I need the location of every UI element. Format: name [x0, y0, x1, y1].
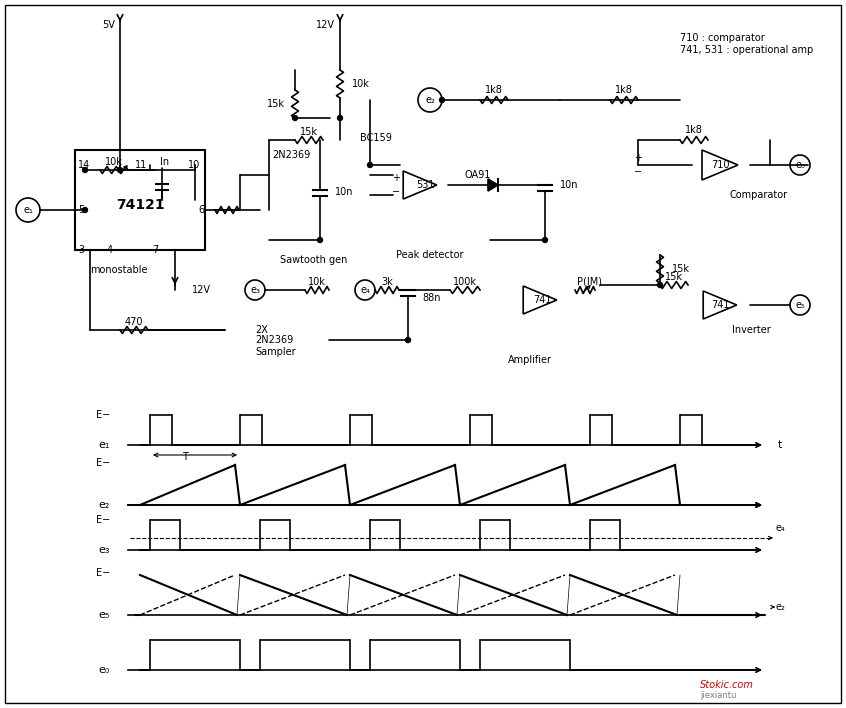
- Polygon shape: [488, 179, 498, 191]
- Text: 3: 3: [78, 245, 84, 255]
- Text: 12V: 12V: [192, 285, 211, 295]
- Circle shape: [83, 168, 87, 173]
- Text: E−: E−: [96, 410, 110, 420]
- Text: 74121: 74121: [116, 198, 164, 212]
- Text: 10k: 10k: [352, 79, 370, 89]
- Text: e₀: e₀: [99, 665, 110, 675]
- Text: 10: 10: [188, 160, 200, 170]
- Circle shape: [83, 207, 87, 212]
- Text: 5: 5: [78, 205, 85, 215]
- Text: e₅: e₅: [795, 300, 805, 310]
- Text: Inverter: Inverter: [732, 325, 771, 335]
- Text: Peak detector: Peak detector: [396, 250, 464, 260]
- Text: e₄: e₄: [360, 285, 370, 295]
- Text: e₀: e₀: [795, 160, 805, 170]
- Text: 12V: 12V: [316, 20, 335, 30]
- Circle shape: [440, 98, 444, 103]
- Text: 1k8: 1k8: [685, 125, 703, 135]
- Text: 741: 741: [711, 300, 729, 310]
- Text: +: +: [392, 173, 400, 183]
- Text: 2X: 2X: [255, 325, 268, 335]
- Text: e₁: e₁: [99, 440, 110, 450]
- Text: 710: 710: [711, 160, 729, 170]
- Circle shape: [367, 163, 372, 168]
- Circle shape: [338, 115, 343, 120]
- Text: e₂: e₂: [99, 500, 110, 510]
- Text: E−: E−: [96, 515, 110, 525]
- Text: e₃: e₃: [98, 545, 110, 555]
- Text: 531: 531: [415, 180, 434, 190]
- Text: BC159: BC159: [360, 133, 392, 143]
- Text: 15k: 15k: [672, 264, 690, 274]
- Circle shape: [657, 282, 662, 287]
- Circle shape: [317, 237, 322, 243]
- Text: 4: 4: [107, 245, 113, 255]
- Text: T: T: [182, 452, 188, 462]
- Text: −: −: [392, 187, 400, 197]
- Text: 10n: 10n: [560, 180, 579, 190]
- Text: e₁: e₁: [23, 205, 33, 215]
- Text: 15k: 15k: [300, 127, 318, 137]
- Text: 11: 11: [135, 160, 147, 170]
- Circle shape: [293, 115, 298, 120]
- Circle shape: [118, 168, 123, 173]
- Text: 2N2369: 2N2369: [255, 335, 294, 345]
- Circle shape: [542, 237, 547, 243]
- Circle shape: [405, 338, 410, 343]
- Text: E−: E−: [96, 458, 110, 468]
- Text: 1k8: 1k8: [615, 85, 633, 95]
- Text: 100k: 100k: [453, 277, 477, 287]
- Text: Comparator: Comparator: [730, 190, 788, 200]
- Text: 10k: 10k: [105, 157, 123, 167]
- Bar: [75, 150, 205, 250]
- Text: P(IM): P(IM): [577, 277, 602, 287]
- Text: 710 : comparator: 710 : comparator: [680, 33, 765, 43]
- Text: Stokic.com: Stokic.com: [700, 680, 754, 690]
- Text: monostable: monostable: [90, 265, 147, 275]
- Text: 10k: 10k: [308, 277, 326, 287]
- Text: 15k: 15k: [665, 272, 683, 282]
- Text: 15k: 15k: [267, 99, 285, 109]
- Text: +: +: [634, 153, 642, 163]
- Text: 470: 470: [124, 317, 143, 327]
- Text: 88n: 88n: [422, 293, 441, 303]
- Text: 6: 6: [198, 205, 204, 215]
- Text: 14: 14: [78, 160, 91, 170]
- Text: OA91: OA91: [464, 170, 492, 180]
- Text: 741, 531 : operational amp: 741, 531 : operational amp: [680, 45, 813, 55]
- Text: 741: 741: [533, 295, 552, 305]
- Text: e₄: e₄: [775, 523, 785, 533]
- Text: 1k8: 1k8: [485, 85, 503, 95]
- Text: e₂: e₂: [775, 602, 785, 612]
- Text: 2N2369: 2N2369: [272, 150, 310, 160]
- Text: In: In: [161, 157, 169, 167]
- Text: Sampler: Sampler: [255, 347, 295, 357]
- Text: jiexiantu: jiexiantu: [700, 690, 736, 700]
- Text: E−: E−: [96, 568, 110, 578]
- Text: e₃: e₃: [250, 285, 260, 295]
- Text: Amplifier: Amplifier: [508, 355, 552, 365]
- Text: 10n: 10n: [335, 187, 354, 197]
- Text: Sawtooth gen: Sawtooth gen: [280, 255, 348, 265]
- Text: e₅: e₅: [99, 610, 110, 620]
- Text: 5V: 5V: [102, 20, 115, 30]
- Text: 7: 7: [152, 245, 158, 255]
- Text: e₂: e₂: [425, 95, 435, 105]
- Text: −: −: [634, 167, 642, 177]
- Text: 3k: 3k: [382, 277, 393, 287]
- Text: t: t: [778, 440, 783, 450]
